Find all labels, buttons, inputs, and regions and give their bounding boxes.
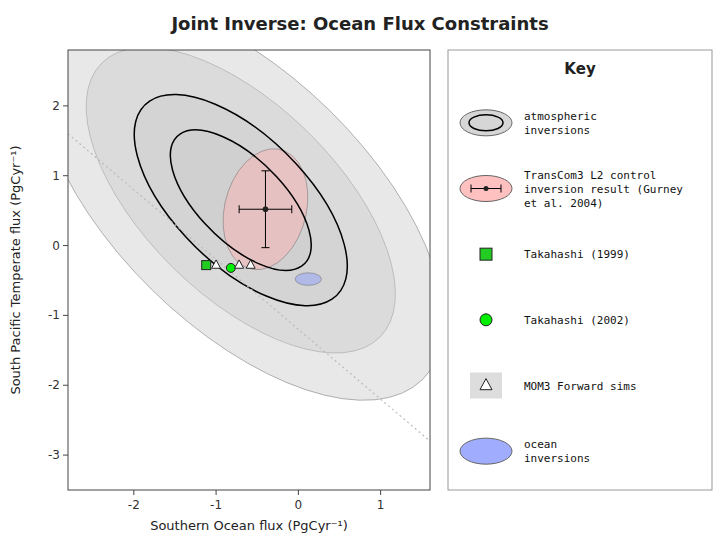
- legend-label: Takahashi (1999): [524, 248, 630, 261]
- x-tick-label: -2: [128, 498, 140, 512]
- legend-label-line: Takahashi (1999): [524, 248, 630, 261]
- legend-label: Takahashi (2002): [524, 314, 630, 327]
- x-tick: [133, 490, 134, 495]
- legend-swatch: [460, 110, 512, 136]
- legend-swatch-errorbar: [471, 185, 472, 193]
- x-tick-label: -1: [210, 498, 222, 512]
- legend-swatch: [480, 248, 492, 260]
- y-tick-label: -2: [48, 378, 60, 392]
- legend-swatch-point: [484, 186, 489, 191]
- x-tick: [298, 490, 299, 495]
- error-bar-cap: [291, 205, 292, 213]
- legend-swatch-background: [470, 373, 502, 399]
- legend-label-line: ocean: [524, 438, 557, 451]
- error-bar-cap: [239, 205, 240, 213]
- outline-ellipse: [144, 110, 337, 289]
- legend-swatch-outline: [469, 115, 503, 131]
- y-tick: [63, 385, 68, 386]
- y-tick-label: 2: [52, 99, 60, 113]
- error-bar-cap: [261, 247, 269, 248]
- error-bar-y: [261, 171, 269, 248]
- data-point: [226, 263, 235, 272]
- legend-title: Key: [564, 60, 596, 78]
- plot-area: [68, 50, 430, 458]
- confidence-ellipse: [212, 143, 318, 275]
- y-tick: [63, 105, 68, 106]
- y-tick: [63, 245, 68, 246]
- y-tick: [63, 455, 68, 456]
- legend-box: [448, 50, 712, 490]
- legend-swatch: [480, 314, 492, 326]
- legend-swatch: [460, 438, 512, 464]
- y-tick: [63, 175, 68, 176]
- data-space: [68, 50, 430, 458]
- error-bar-x: [239, 205, 292, 213]
- legend-label-line: atmospheric: [524, 110, 597, 123]
- legend-label-line: inversions: [524, 124, 590, 137]
- legend-swatch: [460, 176, 512, 202]
- outline-ellipse: [94, 65, 387, 336]
- data-point: [202, 261, 211, 270]
- legend-label: MOM3 Forward sims: [524, 380, 637, 393]
- x-tick-label: 1: [377, 498, 385, 512]
- confidence-ellipse: [68, 50, 430, 458]
- data-point: [263, 207, 268, 212]
- x-tick-label: 0: [295, 498, 303, 512]
- x-axis-label: Southern Ocean flux (PgCyr⁻¹): [150, 518, 348, 533]
- error-bar-cap: [261, 170, 269, 171]
- legend: KeyatmosphericinversionsTransCom3 L2 con…: [448, 50, 712, 490]
- data-point: [212, 260, 221, 268]
- chart: Joint Inverse: Ocean Flux Constraints -2 -…: [0, 0, 720, 540]
- y-axis-label: South Pacific Temperate flux (PgCyr⁻¹): [8, 145, 23, 394]
- y-tick-label: -3: [48, 448, 60, 462]
- y-tick-label: 1: [52, 169, 60, 183]
- x-tick: [216, 490, 217, 495]
- confidence-ellipse: [295, 273, 321, 286]
- legend-swatch-errorbar: [501, 185, 502, 193]
- plot-frame: [68, 50, 430, 490]
- legend-label: atmosphericinversions: [524, 110, 597, 137]
- legend-label-line: Takahashi (2002): [524, 314, 630, 327]
- reference-line: [68, 134, 430, 441]
- legend-label-line: inversion result (Gurney: [524, 183, 683, 196]
- legend-label-line: et al. 2004): [524, 197, 603, 210]
- y-tick-label: 0: [52, 239, 60, 253]
- legend-swatch: [480, 379, 492, 390]
- legend-label-line: MOM3 Forward sims: [524, 380, 637, 393]
- data-point: [246, 260, 255, 268]
- y-tick: [63, 315, 68, 316]
- legend-label-line: inversions: [524, 452, 590, 465]
- x-tick: [380, 490, 381, 495]
- y-tick-label: -1: [48, 308, 60, 322]
- legend-label: oceaninversions: [524, 438, 590, 465]
- legend-label: TransCom3 L2 controlinversion result (Gu…: [524, 169, 683, 210]
- legend-label-line: TransCom3 L2 control: [524, 169, 656, 182]
- data-point: [235, 260, 244, 268]
- title: Joint Inverse: Ocean Flux Constraints: [169, 13, 548, 34]
